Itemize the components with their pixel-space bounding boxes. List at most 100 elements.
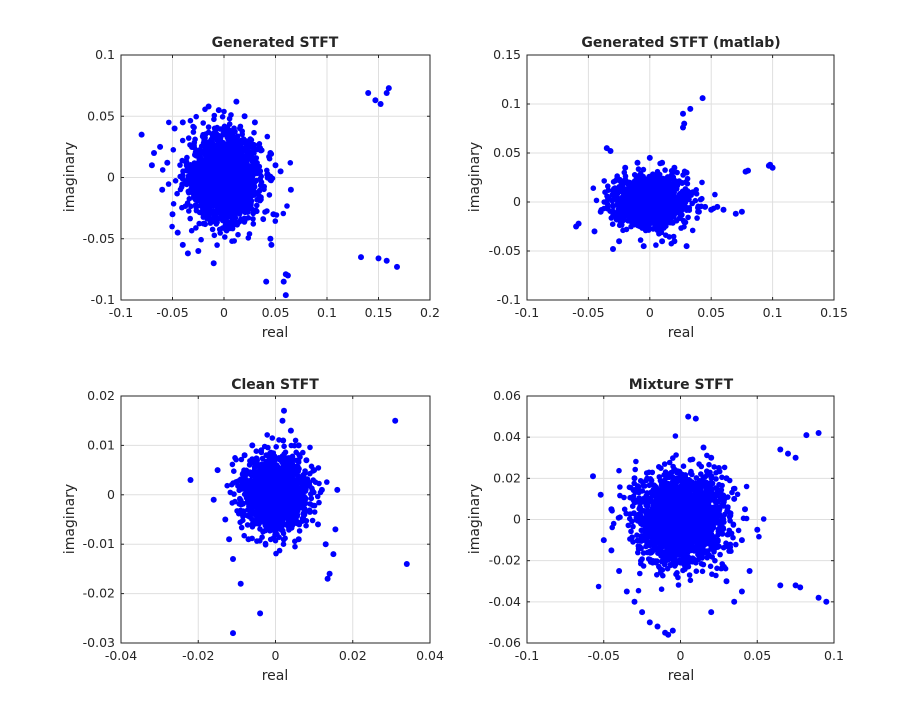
cluster-point (266, 192, 273, 198)
cluster-point (667, 213, 674, 219)
cluster-point (190, 123, 196, 130)
ticks: -0.1 -0.05 0 0.05 0.1 0.15-0.1-0.0500.050.10.… (489, 47, 848, 320)
cluster-point (191, 139, 198, 146)
cluster-point (179, 137, 186, 144)
subplot-title: Generated STFT (matlab) (581, 35, 780, 51)
cluster-point (216, 192, 223, 198)
data-point (634, 159, 641, 166)
cluster-point (264, 133, 271, 140)
cluster-point (229, 461, 236, 468)
cluster-point (264, 171, 271, 177)
cluster-point (619, 218, 626, 224)
cluster-point (233, 172, 240, 178)
data-point (159, 186, 166, 193)
cluster-point (193, 113, 199, 120)
cluster-point (260, 529, 266, 535)
cluster-point (177, 186, 184, 193)
cluster-point (177, 173, 183, 180)
cluster-point (242, 189, 248, 195)
cluster-point (287, 160, 294, 166)
cluster-point (245, 235, 252, 241)
cluster-point (670, 233, 677, 240)
cluster-point (210, 130, 217, 136)
data-point (680, 110, 686, 117)
cluster-point (206, 151, 212, 158)
cluster-point (215, 204, 222, 210)
cluster-point (662, 184, 669, 190)
cluster-point (187, 142, 193, 148)
y-tick-label: 0.15 (493, 47, 521, 62)
cluster-point (209, 140, 216, 146)
cluster-point (668, 186, 675, 193)
cluster-point (214, 242, 220, 248)
cluster-point (233, 144, 240, 150)
cluster-point (237, 163, 244, 169)
data-point (732, 210, 739, 217)
cluster-point (657, 206, 663, 212)
data-point (671, 238, 678, 245)
cluster-point (663, 223, 669, 229)
cluster-point (188, 227, 195, 234)
ticks: -0.1 -0.05 0 0.05 0.1 0.15 0.2-0.1-0.0500.050.… (83, 47, 440, 320)
cluster-point (235, 178, 241, 184)
cluster-point (307, 444, 313, 451)
cluster-point (625, 212, 632, 219)
cluster-point (165, 181, 172, 187)
data-point (171, 125, 178, 132)
data-point (683, 243, 690, 250)
data-point (738, 208, 745, 215)
cluster-point (315, 465, 322, 471)
cluster-point (204, 200, 211, 206)
cluster-point (627, 202, 634, 208)
cluster-point (655, 188, 662, 194)
data-point (640, 243, 647, 250)
cluster-point (608, 215, 615, 221)
cluster-point (637, 177, 643, 184)
cluster-point (222, 234, 228, 240)
cluster-point (712, 191, 718, 198)
cluster-point (201, 220, 207, 227)
subplot-clean-stft: Clean STFT real imaginary -0.04 -0.02 0 0.0… (62, 377, 444, 684)
cluster-point (241, 172, 247, 179)
cluster-point (235, 231, 241, 238)
data-point (241, 113, 248, 120)
cluster-point (193, 153, 199, 159)
y-axis-label: imaginary (62, 484, 78, 554)
data-point (375, 255, 382, 262)
cluster-point (289, 453, 296, 460)
data-point (358, 254, 364, 261)
cluster-point (645, 227, 652, 233)
data-point (169, 211, 176, 218)
data-point (195, 248, 202, 254)
data-point (610, 246, 616, 252)
y-tick-label: 0 (513, 194, 521, 209)
cluster-point (676, 215, 683, 221)
cluster-point (222, 130, 229, 136)
data-point (151, 150, 157, 156)
data-point (148, 162, 155, 169)
cluster-point (206, 187, 212, 193)
cluster-point (601, 199, 607, 205)
cluster-point (677, 198, 683, 205)
data-point (270, 211, 277, 218)
data-point (179, 241, 186, 248)
cluster-point (233, 206, 240, 212)
cluster-point (272, 218, 279, 224)
x-tick-label: 0.05 (262, 305, 290, 320)
cluster-point (169, 223, 175, 230)
cluster-point (654, 168, 661, 175)
x-tick-label: 0 (646, 305, 654, 320)
cluster-point (679, 180, 685, 186)
x-axis-label: real (262, 325, 289, 341)
data-point (282, 292, 289, 299)
x-tick-label: 0.1 (317, 305, 337, 320)
cluster-point (282, 535, 288, 541)
data-point (591, 228, 598, 235)
cluster-point (221, 123, 228, 130)
data-point (702, 203, 709, 210)
cluster-point (629, 217, 635, 223)
cluster-point (684, 175, 691, 182)
cluster-point (238, 524, 245, 531)
x-axis-label: real (262, 668, 289, 684)
